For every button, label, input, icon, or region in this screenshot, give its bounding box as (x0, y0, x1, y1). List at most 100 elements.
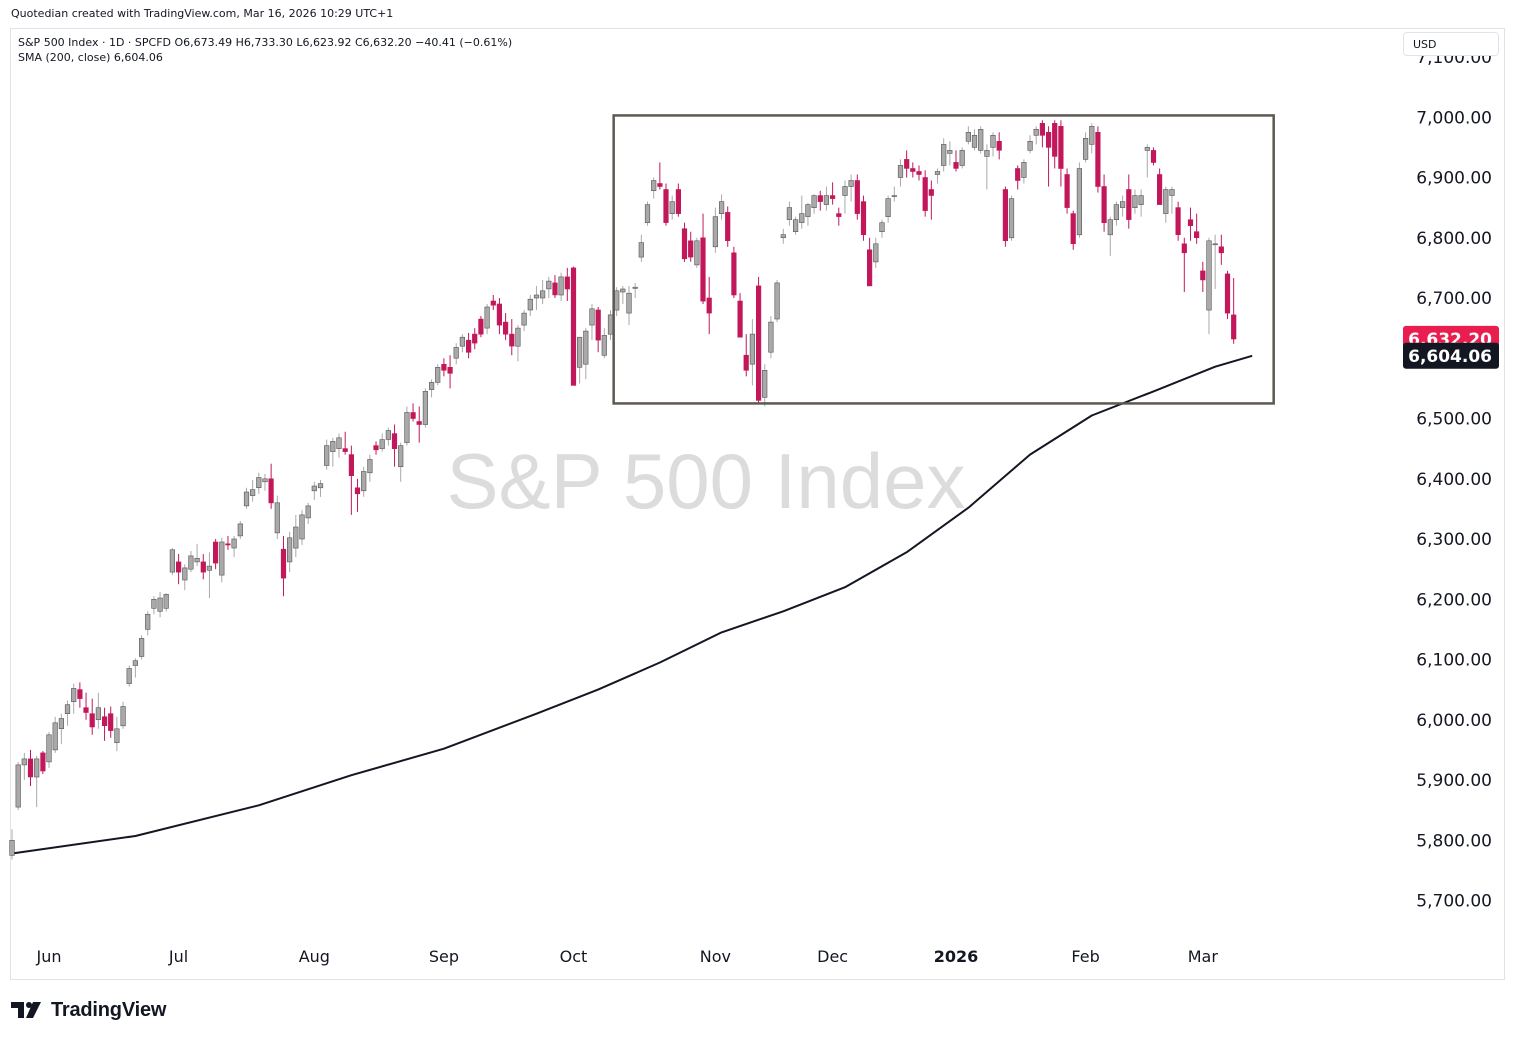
candle (576, 336, 583, 384)
candle (718, 194, 725, 220)
candle (21, 752, 27, 780)
candle (706, 276, 712, 335)
candle-body (336, 437, 342, 449)
legend-sma-line: SMA (200, close) 6,604.06 (18, 51, 163, 64)
candle (786, 201, 792, 226)
candle (416, 406, 422, 443)
candle (77, 682, 83, 708)
candle-body (860, 201, 867, 236)
candle (163, 593, 169, 612)
candle-body (546, 280, 552, 290)
candle (657, 162, 663, 190)
candle-body (1008, 198, 1015, 239)
candle (422, 388, 429, 428)
candle-body (1021, 162, 1027, 178)
candle-body (1200, 270, 1206, 281)
x-tick-label: Jun (36, 947, 62, 966)
candle-body (465, 339, 472, 353)
currency-selector[interactable]: USD (1403, 32, 1499, 56)
candle (1058, 120, 1064, 187)
candle (1181, 237, 1187, 292)
candle-body (268, 478, 274, 504)
candle (688, 231, 694, 262)
x-tick-label: 2026 (934, 947, 979, 966)
candle-body (737, 300, 743, 338)
candle (354, 478, 361, 512)
candle-body (330, 441, 336, 452)
tradingview-logo-icon (11, 1002, 41, 1018)
candle-body (829, 195, 836, 199)
candle (1027, 135, 1033, 154)
candle-body (1052, 123, 1058, 157)
candle-body (194, 557, 200, 563)
brand-name: TradingView (51, 998, 167, 1021)
candle-body (700, 237, 706, 302)
candle (1064, 168, 1070, 214)
candle-body (391, 433, 398, 450)
candle (157, 592, 163, 618)
candle (978, 126, 984, 154)
candle (953, 150, 959, 172)
candle (286, 531, 293, 573)
candle-body (558, 276, 564, 296)
candle (669, 195, 675, 220)
candle-body (219, 541, 225, 576)
candle-body (361, 471, 367, 492)
candle-body (21, 758, 27, 766)
candle (1231, 278, 1237, 344)
candle (589, 304, 595, 341)
candle-body (231, 538, 237, 549)
candle-body (731, 252, 737, 296)
candle (509, 319, 515, 356)
candle (737, 293, 743, 338)
candle-body (1126, 189, 1132, 220)
candle (539, 279, 546, 305)
candle-body (644, 204, 651, 224)
candle-body (354, 487, 361, 495)
candle (996, 132, 1002, 160)
candle-body (755, 285, 762, 401)
candle-body (743, 354, 749, 371)
candle (120, 701, 126, 729)
candle (928, 180, 934, 220)
candle-body (1206, 240, 1212, 311)
candle (274, 495, 280, 539)
candle (1008, 195, 1015, 241)
y-tick-label: 5,800.00 (1416, 831, 1492, 851)
candle (293, 514, 299, 558)
candle-body (1039, 123, 1045, 136)
candle-body (657, 183, 663, 187)
candle-body (1064, 174, 1070, 208)
candle (1163, 186, 1169, 223)
candle (891, 186, 897, 202)
y-tick-label: 5,700.00 (1416, 892, 1492, 912)
candle (805, 202, 811, 226)
candle-body (626, 292, 632, 314)
candle (435, 364, 441, 386)
candle (34, 755, 40, 808)
y-tick-label: 7,000.00 (1416, 108, 1492, 128)
sma-value-text: 6,604.06 (1408, 347, 1492, 367)
candle (904, 150, 910, 178)
candle (243, 487, 250, 509)
chart-frame[interactable] (10, 28, 1505, 980)
candle (885, 195, 891, 223)
candle (453, 343, 459, 365)
candle-body (348, 454, 355, 477)
candle (1046, 126, 1052, 187)
candle (1206, 237, 1212, 335)
candle (552, 275, 558, 298)
candle-body (1218, 246, 1224, 254)
candle (527, 294, 533, 317)
candle-body (250, 489, 256, 496)
candle-body (243, 491, 250, 507)
tradingview-logo[interactable]: TradingView (11, 998, 166, 1022)
candle (780, 228, 786, 244)
candle (176, 554, 182, 585)
candle-body (922, 177, 928, 211)
candle-body (293, 526, 299, 549)
candle (644, 201, 651, 226)
candle-body (95, 707, 101, 721)
candle (1101, 174, 1107, 232)
